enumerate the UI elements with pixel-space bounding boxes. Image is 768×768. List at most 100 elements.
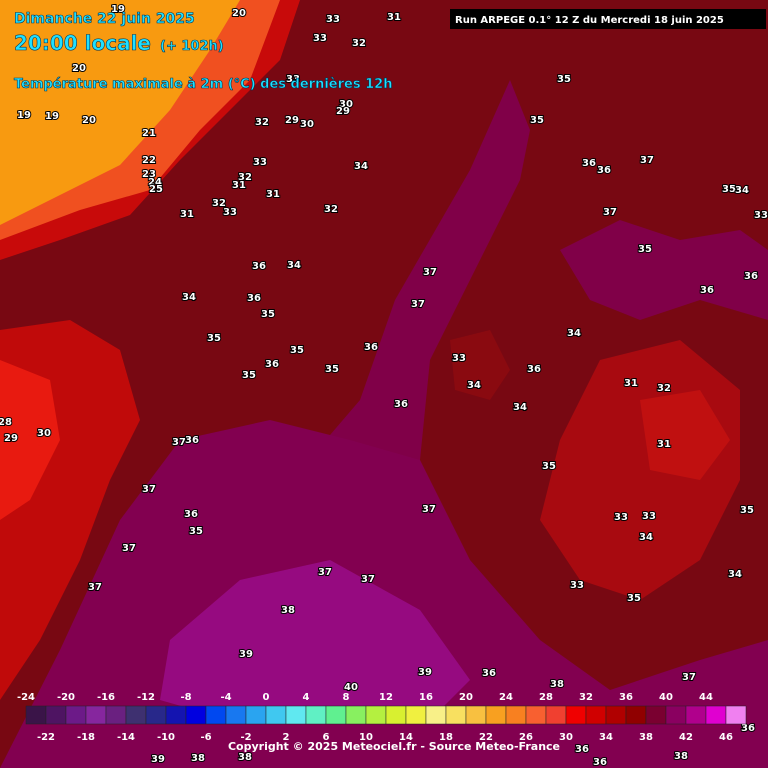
copyright: Copyright © 2025 Meteociel.fr - Source M… <box>228 740 560 753</box>
colorbar-label: -22 <box>37 732 55 743</box>
colorbar-label: -4 <box>220 692 231 703</box>
temperature-label: 19 <box>45 111 59 122</box>
colorbar-swatch <box>685 705 707 725</box>
colorbar-label: 0 <box>263 692 270 703</box>
temperature-label: 33 <box>452 353 466 364</box>
temperature-label: 35 <box>189 526 203 537</box>
forecast-date: Dimanche 22 juin 2025 <box>14 11 195 27</box>
field-name: Température maximale à 2m (°C) des derni… <box>14 77 392 92</box>
temperature-label: 22 <box>142 155 156 166</box>
colorbar-swatch <box>285 705 307 725</box>
temperature-label: 28 <box>0 417 12 428</box>
temperature-label: 37 <box>422 504 436 515</box>
temperature-label: 34 <box>182 292 196 303</box>
colorbar-swatch <box>505 705 527 725</box>
run-box <box>450 9 766 29</box>
temperature-label: 38 <box>238 752 252 763</box>
colorbar-label: 22 <box>479 732 493 743</box>
temperature-label: 37 <box>318 567 332 578</box>
colorbar-swatch <box>385 705 407 725</box>
temperature-label: 20 <box>232 8 246 19</box>
colorbar-label: 38 <box>639 732 653 743</box>
colorbar-label: -14 <box>117 732 135 743</box>
colorbar-swatch <box>525 705 547 725</box>
colorbar-label: -6 <box>200 732 211 743</box>
temperature-label: 36 <box>482 668 496 679</box>
colorbar-swatch <box>245 705 267 725</box>
colorbar-swatch <box>585 705 607 725</box>
temperature-label: 36 <box>597 165 611 176</box>
temperature-label: 37 <box>682 672 696 683</box>
temperature-label: 37 <box>640 155 654 166</box>
temperature-label: 36 <box>247 293 261 304</box>
colorbar-label: 24 <box>499 692 513 703</box>
temperature-label: 36 <box>741 723 755 734</box>
colorbar-swatch <box>265 705 287 725</box>
colorbar-label: 18 <box>439 732 453 743</box>
temperature-label: 34 <box>735 185 749 196</box>
temperature-label: 19 <box>111 4 125 15</box>
temperature-label: 31 <box>266 189 280 200</box>
temperature-label: 30 <box>339 99 353 110</box>
colorbar-label: -12 <box>137 692 155 703</box>
temperature-label: 35 <box>242 370 256 381</box>
colorbar-swatch <box>445 705 467 725</box>
temperature-label: 20 <box>72 63 86 74</box>
temperature-label: 29 <box>336 106 350 117</box>
temperature-label: 37 <box>88 582 102 593</box>
temperature-label: 34 <box>728 569 742 580</box>
temperature-label: 35 <box>290 345 304 356</box>
colorbar-label: 40 <box>659 692 673 703</box>
colorbar-swatch <box>725 705 747 725</box>
colorbar-label: -8 <box>180 692 191 703</box>
temperature-label: 32 <box>352 38 366 49</box>
colorbar-label: -24 <box>17 692 35 703</box>
colorbar-swatch <box>345 705 367 725</box>
temperature-label: 33 <box>223 207 237 218</box>
temperature-label: 31 <box>387 12 401 23</box>
colorbar-swatch <box>485 705 507 725</box>
temperature-label: 31 <box>657 439 671 450</box>
temperature-label: 33 <box>326 14 340 25</box>
temperature-label: 36 <box>265 359 279 370</box>
temperature-label: 39 <box>239 649 253 660</box>
temperature-label: 35 <box>207 333 221 344</box>
colorbar-swatch <box>25 705 47 725</box>
colorbar-swatch <box>565 705 587 725</box>
temperature-label: 36 <box>394 399 408 410</box>
temperature-label: 20 <box>82 115 96 126</box>
colorbar-label: -16 <box>97 692 115 703</box>
colorbar-label: 42 <box>679 732 693 743</box>
temperature-label: 37 <box>122 543 136 554</box>
temperature-label: 35 <box>740 505 754 516</box>
colorbar-swatch <box>605 705 627 725</box>
temperature-label: 36 <box>582 158 596 169</box>
colorbar-label: 32 <box>579 692 593 703</box>
temperature-label: 32 <box>324 204 338 215</box>
colorbar-swatch <box>325 705 347 725</box>
colorbar-swatch <box>85 705 107 725</box>
temperature-label: 30 <box>37 428 51 439</box>
colorbar-swatch <box>145 705 167 725</box>
temperature-label: 31 <box>232 180 246 191</box>
colorbar-label: 20 <box>459 692 473 703</box>
temperature-label: 33 <box>253 157 267 168</box>
temperature-label: 23 <box>142 169 156 180</box>
temperature-label: 38 <box>550 679 564 690</box>
colorbar-swatch <box>545 705 567 725</box>
colorbar-swatch <box>65 705 87 725</box>
temperature-label: 34 <box>513 402 527 413</box>
temperature-label: 29 <box>4 433 18 444</box>
colorbar-label: -10 <box>157 732 175 743</box>
temperature-label: 39 <box>418 667 432 678</box>
colorbar-swatch <box>205 705 227 725</box>
temperature-label: 36 <box>252 261 266 272</box>
temperature-label: 35 <box>542 461 556 472</box>
temperature-label: 34 <box>287 260 301 271</box>
colorbar-swatch <box>225 705 247 725</box>
colorbar-swatch <box>45 705 67 725</box>
temperature-label: 36 <box>700 285 714 296</box>
temperature-label: 34 <box>567 328 581 339</box>
temperature-label: 32 <box>238 172 252 183</box>
temperature-label: 36 <box>364 342 378 353</box>
